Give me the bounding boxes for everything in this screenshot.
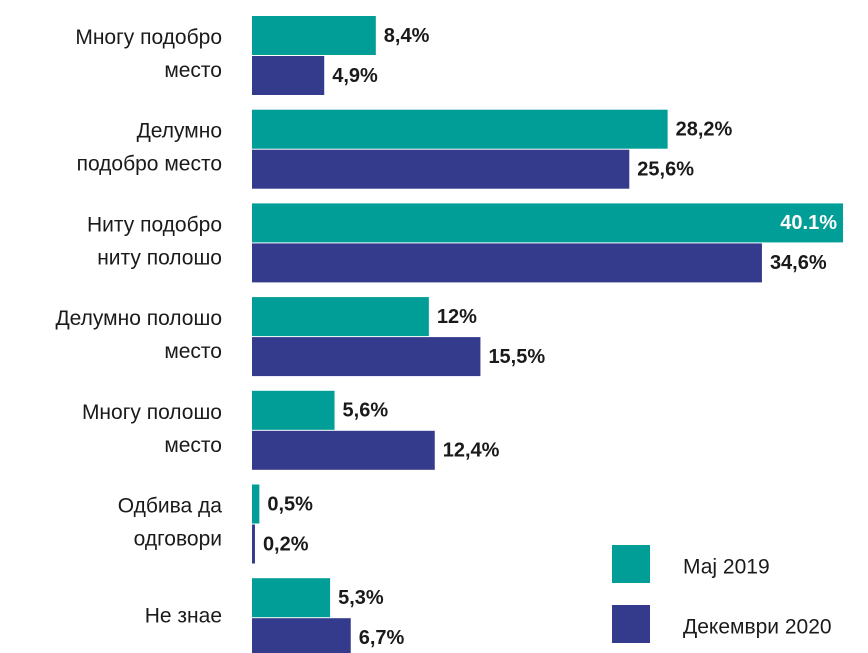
bar [252,109,668,149]
bar [252,243,762,283]
value-label: 15,5% [488,346,545,368]
category-label: Не знае [145,605,222,628]
value-label: 28,2% [676,118,733,140]
category-label: Делумно полошо [55,307,222,330]
bar [252,149,630,189]
value-label: 5,6% [343,400,389,422]
category-label: Одбива да [118,495,223,518]
category-label: одговори [134,528,222,551]
category-label: подобро место [77,153,222,176]
bar [252,297,429,337]
value-label: 5,3% [338,587,384,609]
legend-swatch [612,545,650,583]
bar [252,484,260,524]
category-label: место [164,59,222,82]
category-label: место [164,340,222,363]
legend-label: Декември 2020 [683,616,832,639]
bar [252,524,255,564]
category-label: Ниту подобро [87,213,222,236]
value-label: 34,6% [770,252,827,274]
bar [252,56,325,95]
value-label: 12,4% [443,440,500,462]
value-label: 0,5% [267,493,313,515]
legend-label: Мај 2019 [683,556,770,579]
bar [252,390,335,430]
category-label: Многу подобро [75,26,222,49]
value-label: 8,4% [384,25,430,47]
bar [252,578,331,618]
category-label: место [164,434,222,457]
bar [252,16,376,55]
bar [252,203,843,243]
category-label: Многу полошо [82,401,222,424]
value-label: 4,9% [332,65,378,87]
value-label: 12% [437,306,477,328]
category-label: ниту полошо [97,246,222,269]
category-label: Делумно [137,120,222,143]
bar [252,337,481,377]
bar [252,430,435,470]
bar [252,618,351,653]
legend-swatch [612,605,650,643]
value-label: 0,2% [263,533,309,555]
value-label: 25,6% [637,158,694,180]
value-label: 6,7% [359,627,405,649]
value-label: 40.1% [780,212,837,234]
